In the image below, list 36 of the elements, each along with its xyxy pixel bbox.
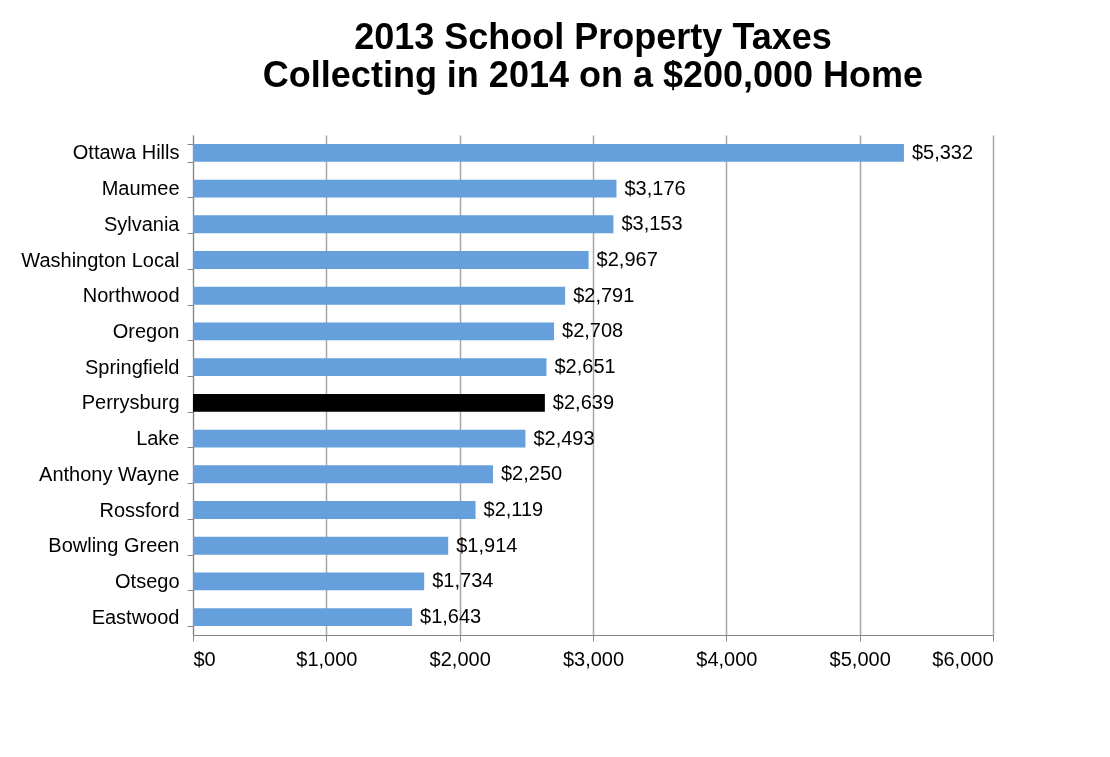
data-label: $3,153: [621, 212, 683, 235]
y-tick-label: Northwood: [82, 284, 180, 307]
y-tick-label: Ottawa Hills: [72, 141, 180, 164]
y-tick-label: Perrysburg: [81, 391, 180, 414]
data-label: $3,176: [624, 176, 686, 199]
x-tick-label: $5,000: [829, 647, 891, 670]
data-label: $5,332: [911, 140, 974, 163]
y-tick-label: Oregon: [112, 319, 180, 342]
data-label: $2,493: [533, 426, 595, 449]
y-tick-label: Anthony Wayne: [39, 462, 180, 485]
data-label: $2,791: [573, 283, 635, 306]
data-label: $1,914: [456, 533, 518, 556]
y-tick-label: Washington Local: [21, 248, 180, 271]
data-label: $1,643: [420, 605, 482, 628]
data-label: $2,639: [552, 390, 615, 413]
data-label: $2,119: [483, 498, 544, 520]
data-label: $2,651: [554, 355, 616, 378]
y-tick-label: Rossford: [99, 498, 180, 521]
y-tick-label: Sylvania: [103, 212, 181, 235]
data-label: $2,708: [562, 319, 624, 342]
y-tick-label: Springfield: [84, 355, 180, 378]
y-tick-label: Eastwood: [91, 605, 180, 628]
data-label: $2,250: [501, 462, 563, 485]
x-tick-label: $2,000: [429, 647, 491, 670]
data-label: $2,967: [596, 248, 658, 270]
x-tick-label: $6,000: [932, 647, 994, 670]
x-tick-label: $1,000: [296, 647, 358, 670]
text: 2013 School Property Taxes: [354, 16, 832, 57]
data-label: $1,734: [432, 569, 494, 592]
x-tick-label: $0: [193, 647, 216, 670]
y-tick-label: Lake: [136, 427, 180, 450]
x-tick-label: $3,000: [562, 647, 625, 670]
x-tick-label: $4,000: [696, 647, 758, 670]
y-tick-label: Maumee: [101, 177, 180, 200]
y-tick-label: Bowling Green: [48, 534, 180, 557]
y-tick-label: Otsego: [115, 569, 180, 592]
